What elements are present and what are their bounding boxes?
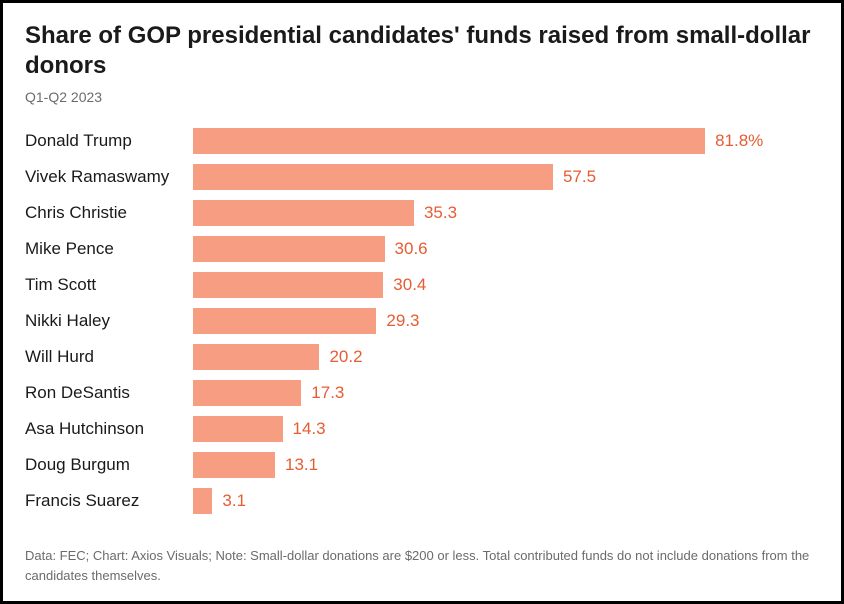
value-label: 17.3: [311, 383, 344, 403]
chart-row: Nikki Haley 29.3: [25, 303, 819, 339]
category-label: Nikki Haley: [25, 311, 193, 331]
value-label: 20.2: [329, 347, 362, 367]
chart-row: Donald Trump 81.8%: [25, 123, 819, 159]
bar-track: 35.3: [193, 200, 819, 226]
chart-footer: Data: FEC; Chart: Axios Visuals; Note: S…: [25, 546, 819, 585]
bar: [193, 488, 212, 514]
bar-track: 30.4: [193, 272, 819, 298]
category-label: Asa Hutchinson: [25, 419, 193, 439]
bar: [193, 452, 275, 478]
chart-row: Will Hurd 20.2: [25, 339, 819, 375]
category-label: Mike Pence: [25, 239, 193, 259]
bar-track: 14.3: [193, 416, 819, 442]
chart-row: Asa Hutchinson 14.3: [25, 411, 819, 447]
bar-track: 17.3: [193, 380, 819, 406]
category-label: Doug Burgum: [25, 455, 193, 475]
bar: [193, 128, 705, 154]
category-label: Will Hurd: [25, 347, 193, 367]
chart-row: Doug Burgum 13.1: [25, 447, 819, 483]
bar-track: 57.5: [193, 164, 819, 190]
bar-track: 30.6: [193, 236, 819, 262]
value-label: 81.8%: [715, 131, 763, 151]
value-label: 30.4: [393, 275, 426, 295]
bar-track: 20.2: [193, 344, 819, 370]
category-label: Chris Christie: [25, 203, 193, 223]
chart-row: Tim Scott 30.4: [25, 267, 819, 303]
bar: [193, 308, 376, 334]
category-label: Francis Suarez: [25, 491, 193, 511]
chart-title: Share of GOP presidential candidates' fu…: [25, 21, 819, 81]
value-label: 30.6: [395, 239, 428, 259]
chart-row: Vivek Ramaswamy 57.5: [25, 159, 819, 195]
value-label: 13.1: [285, 455, 318, 475]
category-label: Vivek Ramaswamy: [25, 167, 193, 187]
bar-track: 13.1: [193, 452, 819, 478]
chart-row: Chris Christie 35.3: [25, 195, 819, 231]
bar-track: 29.3: [193, 308, 819, 334]
bar: [193, 344, 319, 370]
chart-row: Ron DeSantis 17.3: [25, 375, 819, 411]
value-label: 29.3: [386, 311, 419, 331]
chart-row: Francis Suarez 3.1: [25, 483, 819, 519]
chart-row: Mike Pence 30.6: [25, 231, 819, 267]
bar: [193, 380, 301, 406]
bar-chart: Donald Trump 81.8% Vivek Ramaswamy 57.5 Chri…: [25, 123, 819, 519]
value-label: 35.3: [424, 203, 457, 223]
value-label: 3.1: [222, 491, 246, 511]
bar: [193, 200, 414, 226]
value-label: 14.3: [293, 419, 326, 439]
bar: [193, 272, 383, 298]
chart-subtitle: Q1-Q2 2023: [25, 89, 819, 105]
bar-track: 81.8%: [193, 128, 819, 154]
category-label: Ron DeSantis: [25, 383, 193, 403]
bar: [193, 236, 385, 262]
value-label: 57.5: [563, 167, 596, 187]
bar-track: 3.1: [193, 488, 819, 514]
category-label: Donald Trump: [25, 131, 193, 151]
chart-frame: Share of GOP presidential candidates' fu…: [0, 0, 844, 604]
bar: [193, 416, 283, 442]
bar: [193, 164, 553, 190]
category-label: Tim Scott: [25, 275, 193, 295]
